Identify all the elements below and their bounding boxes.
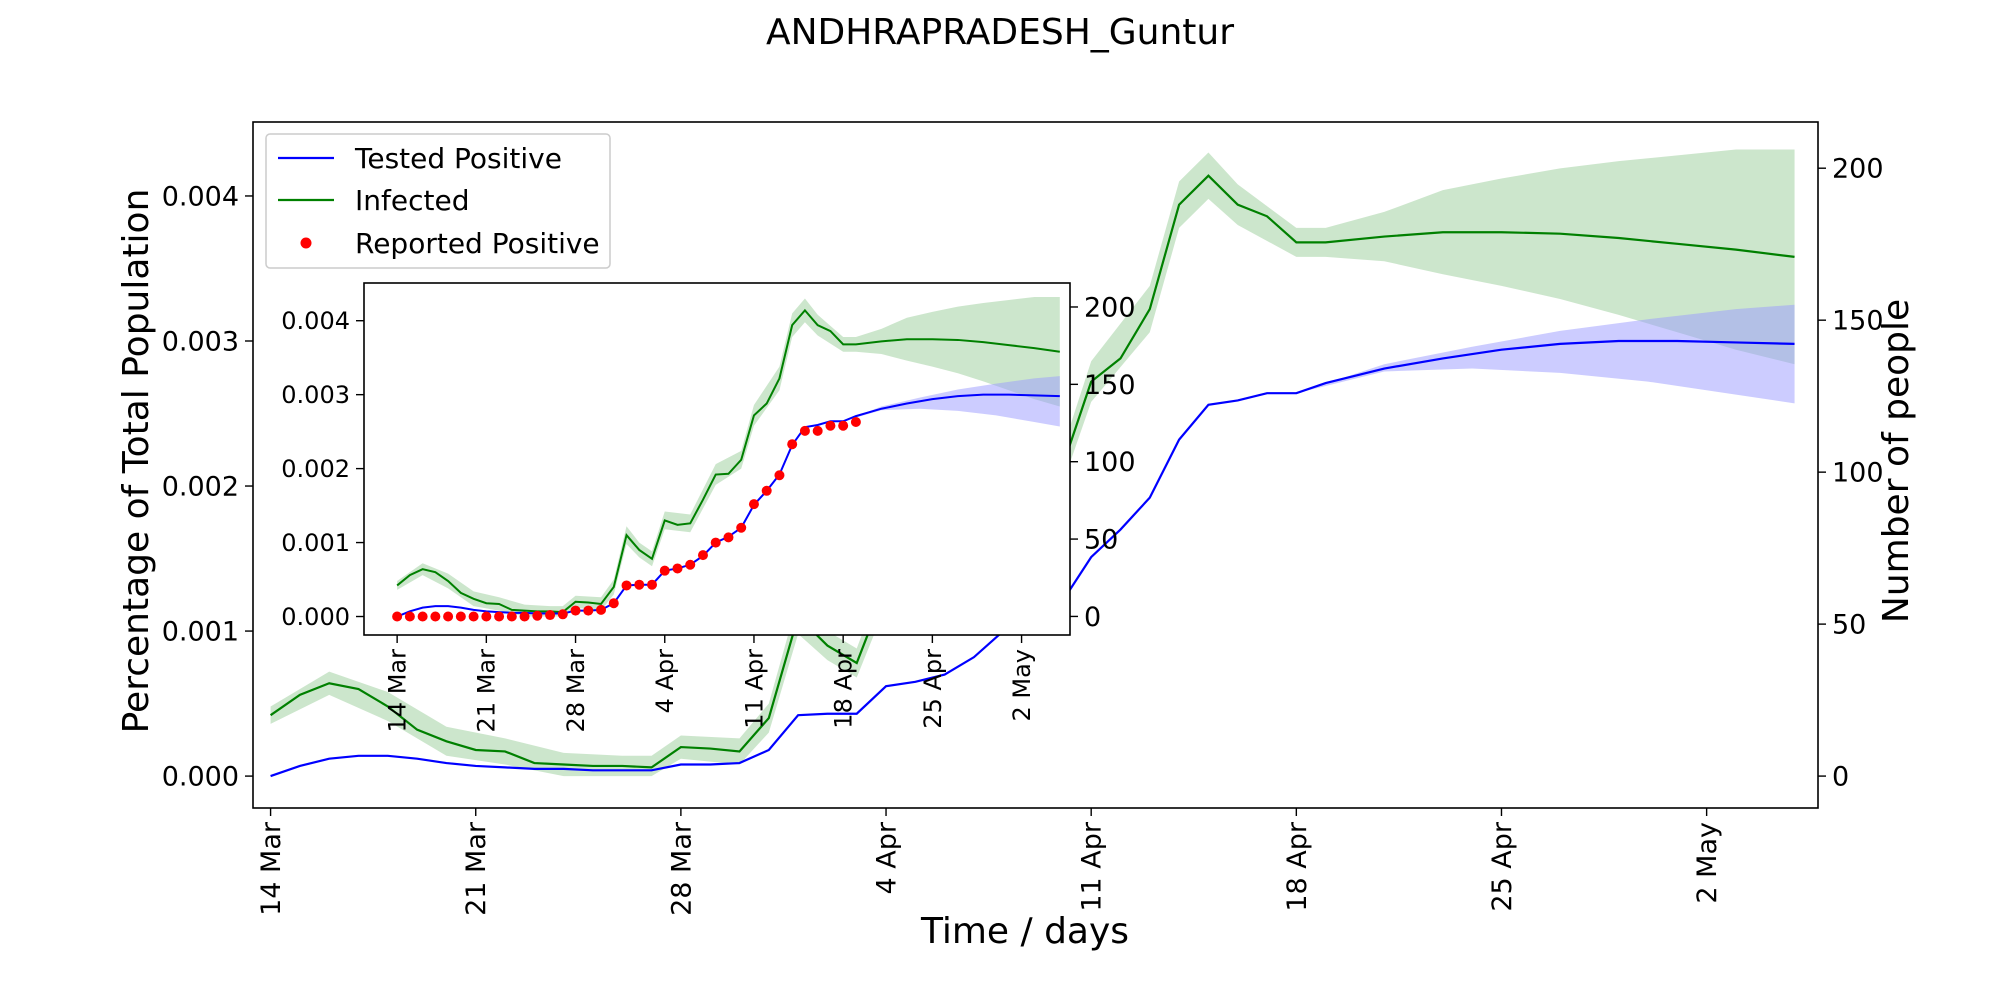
main-x-tick-label: 28 Mar xyxy=(666,821,697,916)
legend: Tested Positive Infected Reported Positi… xyxy=(265,133,611,269)
inset-reported-positive-point xyxy=(787,439,798,450)
inset-reported-positive-point xyxy=(723,532,734,543)
inset-reported-positive-point xyxy=(430,611,441,622)
main-y2-tick-label: 150 xyxy=(1832,306,1884,337)
inset-reported-positive-point xyxy=(392,611,403,622)
main-x-axis-label: Time / days xyxy=(920,911,1129,952)
main-y-tick-label: 0.003 xyxy=(162,326,239,357)
inset-reported-positive-point xyxy=(583,605,594,616)
inset-reported-positive-point xyxy=(748,499,759,510)
inset-reported-positive-point xyxy=(481,611,492,622)
inset-reported-positive-point xyxy=(494,611,505,622)
inset-x-tick-label: 25 Apr xyxy=(919,649,947,729)
legend-infected-label: Infected xyxy=(355,184,469,217)
inset-y2-tick-label: 0 xyxy=(1084,602,1101,633)
inset-reported-positive-point xyxy=(799,425,810,436)
inset-reported-positive-point xyxy=(506,611,517,622)
inset-x-tick-label: 21 Mar xyxy=(473,649,501,733)
inset-y2-tick-label: 200 xyxy=(1084,292,1136,323)
inset-reported-positive-point xyxy=(455,611,466,622)
inset-reported-positive-point xyxy=(774,470,785,481)
main-y-tick-label: 0.000 xyxy=(162,762,239,793)
inset-reported-positive-point xyxy=(557,609,568,620)
inset-y-tick-label: 0.004 xyxy=(281,307,350,335)
inset-reported-positive-point xyxy=(736,522,747,533)
inset-reported-positive-point xyxy=(443,611,454,622)
inset-plot: 0.000 0.001 0.002 0.003 0.004 0 50 100 150 200 14 … xyxy=(281,282,1136,733)
inset-y2-tick-label: 50 xyxy=(1084,525,1118,556)
main-x-tick-label: 11 Apr xyxy=(1077,821,1108,912)
inset-reported-positive-point xyxy=(532,610,543,621)
inset-reported-positive-point xyxy=(417,611,428,622)
inset-reported-positive-point xyxy=(838,420,849,431)
inset-reported-positive-point xyxy=(825,420,836,431)
inset-reported-positive-point xyxy=(570,605,581,616)
main-y2-tick-label: 50 xyxy=(1832,610,1866,641)
inset-reported-positive-point xyxy=(596,604,607,615)
inset-tested-positive-band xyxy=(843,376,1060,427)
inset-y-tick-label: 0.001 xyxy=(281,529,350,557)
main-frame xyxy=(252,121,1819,809)
legend-frame xyxy=(265,133,611,269)
main-y-tick-label: 0.002 xyxy=(162,471,239,502)
inset-reported-positive-point xyxy=(659,565,670,576)
main-y2-tick-label: 0 xyxy=(1832,762,1849,793)
inset-reported-positive-point xyxy=(761,485,772,496)
main-x-tick-label: 14 Mar xyxy=(256,821,287,916)
main-y-tick-label: 0.004 xyxy=(162,181,239,212)
main-y2-axis-label: Number of people xyxy=(1876,299,1917,623)
legend-reported-positive-label: Reported Positive xyxy=(355,227,600,260)
inset-reported-positive-point xyxy=(685,559,696,570)
chart-title: ANDHRAPRADESH_Guntur xyxy=(766,12,1234,53)
inset-x-tick-label: 2 May xyxy=(1008,649,1036,722)
main-y2-tick-label: 100 xyxy=(1832,458,1884,489)
inset-reported-positive-point xyxy=(621,580,632,591)
inset-reported-positive-point xyxy=(812,425,823,436)
inset-reported-positive-point xyxy=(647,579,658,590)
inset-y-tick-label: 0.000 xyxy=(281,603,350,631)
inset-reported-positive-point xyxy=(850,417,861,428)
inset-y-tick-label: 0.003 xyxy=(281,381,350,409)
inset-x-tick-label: 11 Apr xyxy=(740,649,768,729)
inset-reported-positive-point xyxy=(545,610,556,621)
legend-tested-positive-label: Tested Positive xyxy=(354,142,562,175)
legend-reported-positive-swatch xyxy=(300,237,312,249)
inset-reported-positive-point xyxy=(404,611,415,622)
inset-infected-line xyxy=(396,308,1060,614)
inset-reported-positive-point xyxy=(672,563,683,574)
main-x-tick-label: 18 Apr xyxy=(1282,821,1313,912)
inset-reported-positive-point xyxy=(468,611,479,622)
main-y-axis-label: Percentage of Total Population xyxy=(116,189,157,734)
inset-x-tick-label: 4 Apr xyxy=(651,649,679,714)
inset-x-tick-label: 28 Mar xyxy=(562,649,590,733)
inset-infected-band xyxy=(397,297,1060,617)
main-x-tick-label: 2 May xyxy=(1692,822,1723,904)
inset-reported-positive-point xyxy=(697,550,708,561)
main-y2-tick-label: 200 xyxy=(1832,154,1884,185)
inset-plot-area xyxy=(392,297,1060,622)
main-x-tick-label: 21 Mar xyxy=(461,821,492,916)
inset-x-tick-label: 14 Mar xyxy=(384,649,412,733)
inset-background xyxy=(364,283,1070,635)
main-tested-positive-band xyxy=(1296,304,1795,404)
inset-y2-tick-label: 150 xyxy=(1084,370,1136,401)
inset-reported-positive-point xyxy=(608,598,619,609)
main-infected-band xyxy=(270,149,1795,777)
main-tested-positive-line xyxy=(270,339,1795,778)
main-x-tick-label: 25 Apr xyxy=(1487,821,1518,912)
inset-y2-tick-label: 100 xyxy=(1084,447,1136,478)
main-x-tick-label: 4 Apr xyxy=(871,821,902,894)
inset-reported-positive-point xyxy=(710,537,721,548)
main-y-tick-label: 0.001 xyxy=(162,617,239,648)
inset-reported-positive-point xyxy=(634,579,645,590)
inset-reported-positive-point xyxy=(519,611,530,622)
inset-x-tick-label: 18 Apr xyxy=(830,649,858,729)
inset-frame xyxy=(363,282,1071,636)
inset-y-tick-label: 0.002 xyxy=(281,455,350,483)
